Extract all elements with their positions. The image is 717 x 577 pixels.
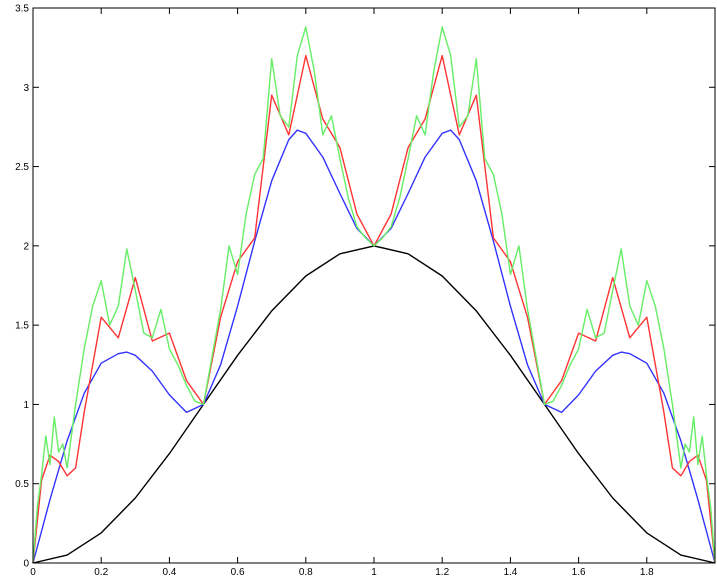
x-tick-label: 0.4 — [162, 567, 176, 577]
x-tick-label: 1.4 — [503, 567, 517, 577]
tick-layer: 0 0.2 0.4 0.6 0.8 1 1.2 1.4 1.6 1.8 0 0.5 1 1.5 2 2.5 3 3… — [15, 4, 715, 577]
x-tick-label: 0.2 — [94, 567, 108, 577]
y-tick-label: 0.5 — [15, 479, 29, 490]
x-tick-label: 1.6 — [572, 567, 586, 577]
y-tick-label: 0 — [23, 559, 29, 570]
x-tick-label: 1.2 — [435, 567, 449, 577]
y-tick-label: 2.5 — [15, 162, 29, 173]
x-tick-label: 0 — [30, 567, 36, 577]
y-tick-label: 1 — [23, 400, 29, 411]
x-tick-label: 0.6 — [231, 567, 245, 577]
series-layer — [32, 26, 716, 564]
y-tick-label: 1.5 — [15, 321, 29, 332]
x-tick-label: 1 — [371, 567, 377, 577]
y-tick-label: 3 — [23, 83, 29, 94]
series-line-3 — [32, 26, 716, 564]
y-tick-label: 2 — [23, 241, 29, 252]
y-tick-label: 3.5 — [15, 4, 29, 15]
x-tick-label: 1.8 — [640, 567, 654, 577]
series-line-2 — [32, 54, 716, 564]
x-tick-label: 0.8 — [299, 567, 313, 577]
plot-frame — [32, 7, 716, 564]
